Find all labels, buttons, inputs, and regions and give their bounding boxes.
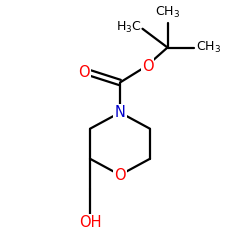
Text: O: O	[114, 168, 126, 182]
Text: O: O	[78, 65, 90, 80]
Text: CH$_3$: CH$_3$	[155, 4, 180, 20]
Text: N: N	[114, 105, 126, 120]
Text: CH$_3$: CH$_3$	[196, 40, 221, 55]
Text: OH: OH	[79, 215, 101, 230]
Text: O: O	[142, 59, 153, 74]
Text: H$_3$C: H$_3$C	[116, 20, 141, 35]
